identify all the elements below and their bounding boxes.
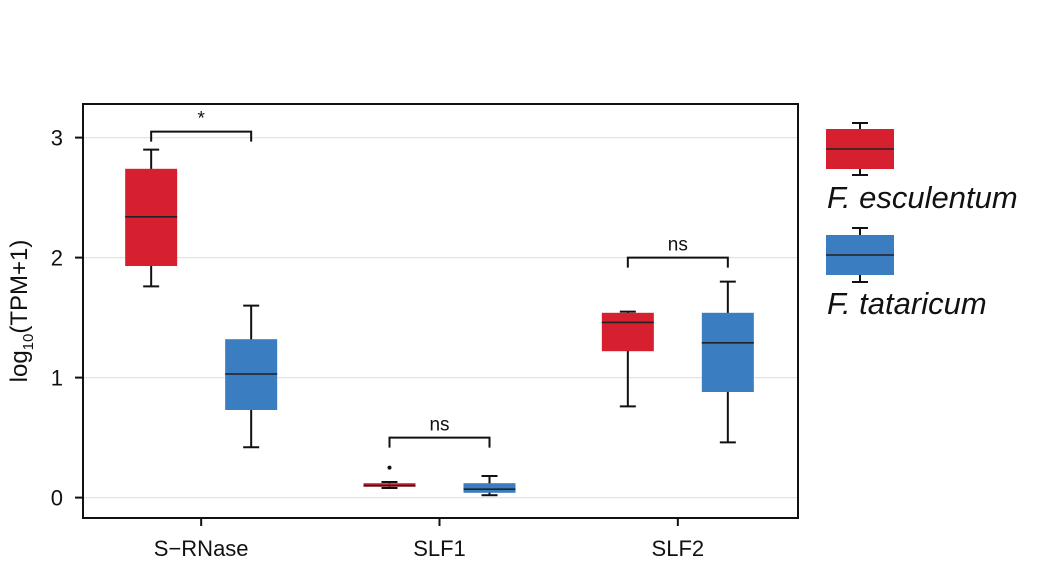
y-tick-label-0: 0 [51,486,63,511]
box-0-0 [125,148,178,288]
significance-annotations: * ns ns [150,109,729,448]
significance-label-1: ns [429,415,449,436]
legend-item-tataricum: F. tataricum [826,227,987,321]
x-tick-label-2: SLF2 [652,536,705,561]
box-1-1 [463,475,516,497]
significance-bracket-0 [150,130,253,142]
y-axis-title: log10(TPM+1) [6,240,37,383]
significance-1: ns [388,415,491,448]
y-axis: 0 1 2 3 [51,126,83,511]
significance-2: ns [626,235,729,268]
y-tick-label-1: 1 [51,366,63,391]
x-axis: S−RNase SLF1 SLF2 [154,518,704,561]
y-axis-title-rest: (TPM+1) [6,240,33,334]
box-0-2 [601,310,654,408]
significance-bracket-2 [626,256,729,268]
box-body-0-2 [601,312,654,352]
plot-frame [82,103,799,519]
significance-0: * [150,109,253,142]
box-1-2 [701,280,754,444]
y-tick-label-2: 2 [51,246,63,271]
y-axis-title-subscript: 10 [20,334,37,351]
y-tick-label-3: 3 [51,126,63,151]
x-tick-label-1: SLF1 [413,536,466,561]
significance-label-0: * [197,109,205,130]
x-tick-label-0: S−RNase [154,536,249,561]
legend-item-esculentum: F. esculentum [826,122,1018,215]
box-series [125,148,754,497]
box-1-0 [225,304,278,449]
outlier-0-1-0 [387,465,392,470]
legend: F. esculentum F. tataricum [826,122,1018,321]
significance-bracket-1 [388,436,491,448]
box-body-1-2 [701,312,754,392]
grid-lines [83,137,798,499]
box-body-1-1 [463,483,516,493]
legend-label-esculentum: F. esculentum [827,180,1018,215]
legend-label-tataricum: F. tataricum [827,286,987,321]
box-0-1 [363,465,416,489]
y-axis-title-base: log [6,350,33,382]
significance-label-2: ns [668,235,688,256]
